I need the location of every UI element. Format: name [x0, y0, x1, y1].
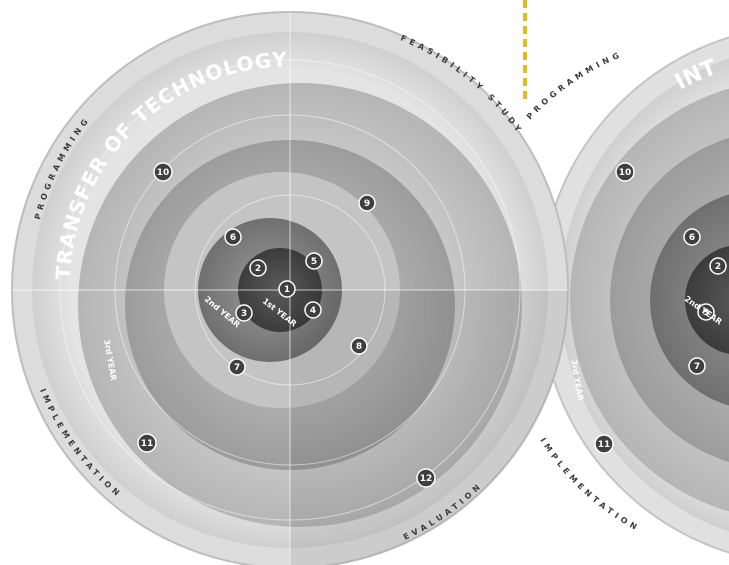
left-spiral-diagram: TRANSFER OF TECHNOLOGY PROGRAMMING FEASI…: [11, 11, 569, 565]
right-node-7: 7: [688, 357, 706, 375]
right-node-10: 10: [615, 162, 635, 182]
svg-text:9: 9: [364, 199, 370, 209]
node-9: 9: [358, 194, 376, 212]
guide-ring-2: [114, 114, 466, 466]
right-node-11: 11: [594, 434, 614, 454]
svg-text:7: 7: [234, 363, 240, 373]
right-node-3: 3: [697, 303, 715, 321]
node-12: 12: [416, 468, 436, 488]
svg-text:3: 3: [703, 308, 709, 318]
node-2: 2: [249, 259, 267, 277]
svg-text:6: 6: [689, 233, 695, 243]
svg-text:11: 11: [141, 439, 154, 449]
right-node-6: 6: [683, 228, 701, 246]
svg-text:2: 2: [715, 262, 721, 272]
guide-ring-1: [194, 194, 386, 386]
svg-text:7: 7: [694, 362, 700, 372]
node-10: 10: [153, 162, 173, 182]
svg-text:11: 11: [598, 440, 611, 450]
svg-text:12: 12: [420, 474, 433, 484]
svg-text:10: 10: [157, 168, 170, 178]
right-phase-programming: PROGRAMMING: [525, 50, 624, 122]
node-1: 1: [278, 280, 296, 298]
svg-text:6: 6: [230, 233, 236, 243]
guide-ring-3: [59, 59, 521, 521]
node-6: 6: [224, 228, 242, 246]
right-spiral-diagram: INT PROGRAMMING IMPLEMENTATION 10 6 2 3 …: [525, 36, 729, 554]
svg-text:8: 8: [356, 342, 362, 352]
svg-text:1: 1: [284, 285, 290, 295]
right-node-2: 2: [709, 257, 727, 275]
node-3: 3: [235, 304, 253, 322]
svg-text:4: 4: [310, 306, 316, 316]
svg-text:10: 10: [619, 168, 632, 178]
svg-text:5: 5: [311, 257, 317, 267]
svg-text:2: 2: [255, 264, 261, 274]
node-7: 7: [228, 358, 246, 376]
node-8: 8: [350, 337, 368, 355]
node-4: 4: [304, 301, 322, 319]
node-11: 11: [137, 433, 157, 453]
node-5: 5: [305, 252, 323, 270]
svg-text:3: 3: [241, 309, 247, 319]
quadrant-shade: [290, 290, 568, 565]
